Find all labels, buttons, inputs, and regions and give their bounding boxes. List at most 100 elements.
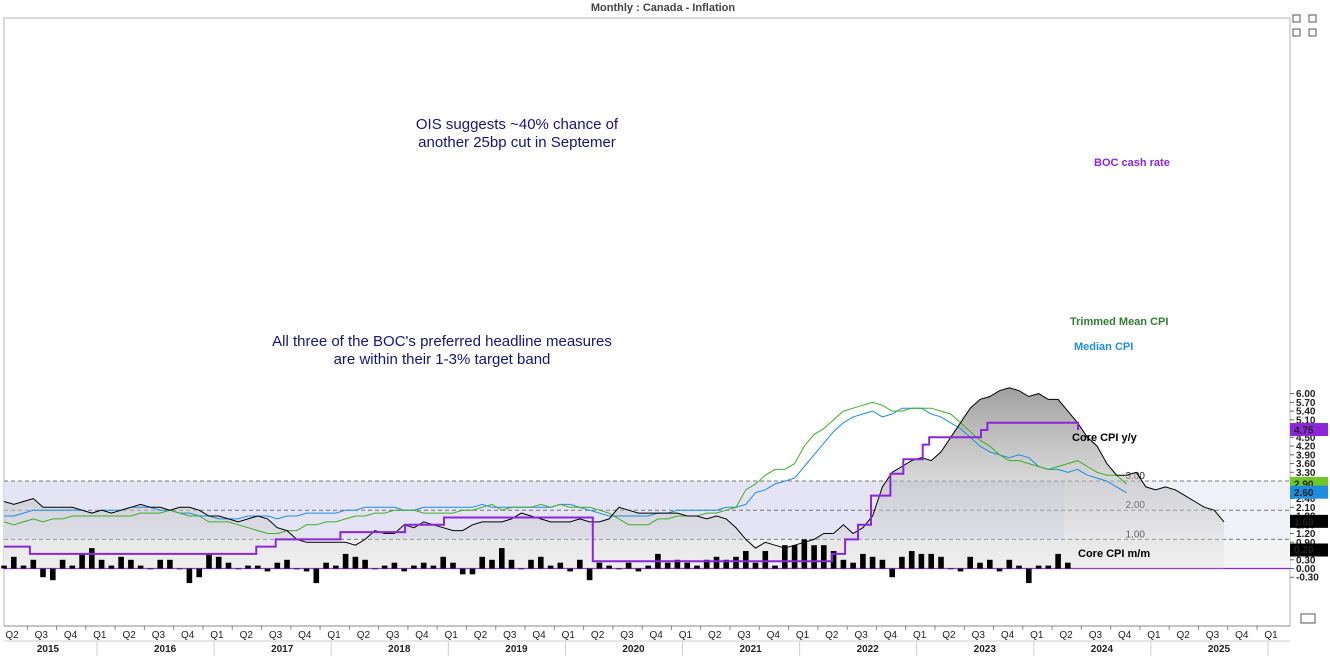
core-yy-last-box [1290,514,1328,528]
mm-bar [206,553,212,569]
mm-bar [30,559,37,569]
mm-bar [352,556,359,569]
mm-bar [1065,562,1071,569]
median-cpi-label: Median CPI [1074,341,1133,353]
mm-bar [215,556,222,569]
trimmed-mean-cpi-line [3,401,1127,534]
mm-bar [1045,565,1052,569]
mm-bar [762,551,769,569]
mm-bar [674,559,681,569]
mm-bar [235,568,241,570]
mm-bar [772,565,778,569]
mm-bar [616,568,622,570]
mm-bar [606,565,612,569]
mm-bar [860,553,866,569]
y-tick-label: 1.20 [1296,529,1316,540]
mm-bar [499,548,505,569]
mm-bar [294,568,300,570]
mm-bar [899,556,905,569]
x-quarter-label: Q2 [825,630,839,641]
mm-bar [957,568,964,572]
mm-bar [967,556,973,569]
mm-bar [635,568,642,572]
mm-bar [743,551,749,569]
x-quarter-label: Q2 [1059,630,1073,641]
mm-bar [577,559,583,569]
mm-bar [401,568,407,572]
y-tick-label: 2.10 [1296,503,1316,514]
mm-bar [333,565,339,569]
mm-bar [1035,565,1042,569]
mm-bar [547,565,554,569]
core-cpi-yy-label: Core CPI y/y [1072,432,1138,444]
mm-bar [508,559,515,569]
mm-bars-layer [1,539,1071,584]
window-control-icon[interactable] [1308,14,1317,23]
x-quarter-label: Q3 [1089,630,1103,641]
y-tick-label: 5.40 [1296,407,1316,418]
x-quarter-label: Q1 [93,630,107,641]
x-quarter-label: Q1 [913,630,927,641]
mm-bar [733,556,739,569]
core-cpi-mm-label: Core CPI m/m [1078,548,1150,560]
mm-bar [908,551,915,569]
x-year-label: 2019 [505,644,528,655]
x-quarter-label: Q4 [1118,630,1132,641]
mm-bar [303,568,310,572]
mm-bar [713,556,720,569]
x-axis: Q2 Q3 Q4 Q1 Q2 Q3 Q4 Q1 Q2 Q3 Q4 Q1 Q2 Q3 Q4 Q1 Q2 Q3 Q4 Q1… [4,625,1290,656]
mm-bar [528,559,534,569]
window-control-icon[interactable] [1308,28,1317,37]
mm-bar [694,565,700,569]
y-tick-label: 0.90 [1296,538,1316,549]
mm-bar [928,553,934,569]
x-quarter-label: Q4 [298,630,312,641]
window-control-icon[interactable] [1292,28,1301,37]
mm-bar [918,553,925,569]
mm-bar [176,568,183,570]
mm-bar [186,568,193,584]
y-tick-label: 3.60 [1296,459,1316,470]
y-tick-label: 5.70 [1296,398,1316,409]
mm-bar [430,565,437,569]
boc-cash-rate-label: BOC cash rate [1094,157,1170,169]
x-quarter-label: Q2 [474,630,488,641]
mm-bar [381,565,388,569]
mm-bar [684,562,690,569]
window-control-icon[interactable] [1292,14,1301,23]
scale-toggle-icon[interactable] [1300,613,1316,624]
mm-bar [128,559,134,569]
mm-bar [450,562,456,569]
x-quarter-label: Q3 [737,630,751,641]
mm-bar [723,559,729,569]
mm-bar [1,565,7,569]
x-quarter-label: Q1 [445,630,459,641]
x-year-label: 2015 [37,644,60,655]
annotation-ois-line2: another 25bp cut in Septemer [418,134,616,151]
x-quarter-label: Q3 [1206,630,1220,641]
x-quarter-label: Q1 [210,630,224,641]
mm-bar [801,539,808,569]
x-quarter-label: Q3 [620,630,634,641]
x-quarter-label: Q4 [181,630,195,641]
x-quarter-label: Q4 [649,630,663,641]
mm-bar [489,559,495,569]
series-labels-layer: BOC cash rate Trimmed Mean CPI Median CPI C… [1070,157,1328,560]
mm-bar [1016,565,1022,569]
mm-bar [225,562,232,569]
core-yy-area [4,387,1224,569]
mm-bar [167,559,173,569]
x-quarter-label: Q2 [942,630,956,641]
x-quarter-label: Q1 [562,630,576,641]
mm-bar [850,562,856,569]
mm-bar [889,568,895,578]
mm-bar [440,556,446,569]
mm-bar [420,562,427,569]
mm-bar [342,553,349,569]
window-controls[interactable] [1292,14,1317,624]
y-tick-label: 0.30 [1296,555,1316,566]
mm-bar [157,559,163,569]
mm-bar [98,559,105,569]
